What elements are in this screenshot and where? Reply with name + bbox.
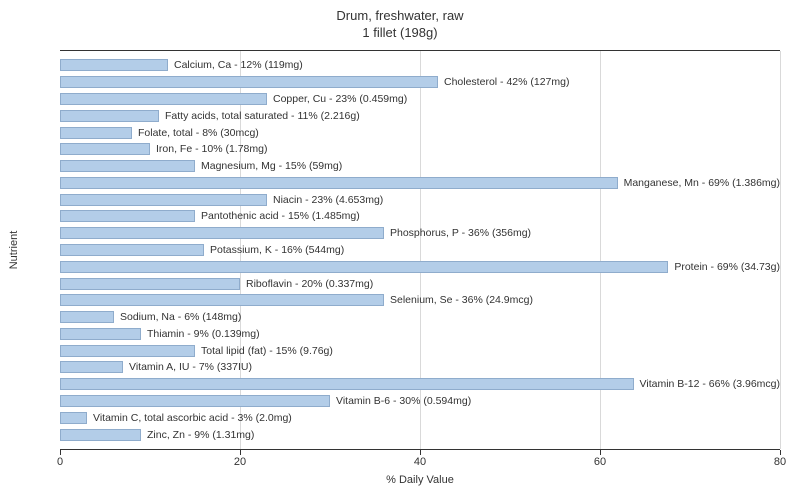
bar [60, 143, 150, 155]
x-tick-label: 40 [414, 456, 426, 468]
gridline [780, 51, 781, 449]
bar-label: Folate, total - 8% (30mcg) [138, 127, 259, 139]
bar-row: Vitamin C, total ascorbic acid - 3% (2.0… [60, 411, 780, 425]
bar-row: Cholesterol - 42% (127mg) [60, 75, 780, 89]
bar-row: Copper, Cu - 23% (0.459mg) [60, 92, 780, 106]
bar [60, 244, 204, 256]
bar-row: Potassium, K - 16% (544mg) [60, 243, 780, 257]
bar-label: Vitamin B-6 - 30% (0.594mg) [336, 395, 471, 407]
x-tick-label: 20 [234, 456, 246, 468]
bar-row: Zinc, Zn - 9% (1.31mg) [60, 428, 780, 442]
bar [60, 210, 195, 222]
x-tick-mark [240, 450, 241, 455]
bar-label: Selenium, Se - 36% (24.9mcg) [390, 294, 533, 306]
bar-row: Magnesium, Mg - 15% (59mg) [60, 159, 780, 173]
bar [60, 59, 168, 71]
bar [60, 110, 159, 122]
bar [60, 127, 132, 139]
x-tick-label: 80 [774, 456, 786, 468]
plot-area: Calcium, Ca - 12% (119mg) Cholesterol - 4… [60, 50, 780, 450]
bar [60, 412, 87, 424]
bar [60, 261, 668, 273]
bar-row: Vitamin B-12 - 66% (3.96mcg) [60, 377, 780, 391]
title-line-2: 1 fillet (198g) [362, 25, 437, 40]
bar-label: Pantothenic acid - 15% (1.485mg) [201, 210, 360, 222]
bar-label: Vitamin B-12 - 66% (3.96mcg) [640, 378, 780, 390]
bar-label: Vitamin C, total ascorbic acid - 3% (2.0… [93, 412, 292, 424]
bar-label: Sodium, Na - 6% (148mg) [120, 311, 241, 323]
nutrient-bar-chart: Drum, freshwater, raw 1 fillet (198g) Nu… [0, 0, 800, 500]
bar-row: Thiamin - 9% (0.139mg) [60, 327, 780, 341]
bar-row: Sodium, Na - 6% (148mg) [60, 310, 780, 324]
bar [60, 93, 267, 105]
x-tick-mark [780, 450, 781, 455]
bar-row: Fatty acids, total saturated - 11% (2.21… [60, 109, 780, 123]
bar-label: Calcium, Ca - 12% (119mg) [174, 59, 303, 71]
bar-row: Iron, Fe - 10% (1.78mg) [60, 142, 780, 156]
bar [60, 328, 141, 340]
bar-label: Thiamin - 9% (0.139mg) [147, 328, 260, 340]
bar [60, 395, 330, 407]
x-tick-mark [60, 450, 61, 455]
bar [60, 76, 438, 88]
bar-row: Total lipid (fat) - 15% (9.76g) [60, 344, 780, 358]
bar-row: Protein - 69% (34.73g) [60, 260, 780, 274]
bar [60, 311, 114, 323]
bar-label: Riboflavin - 20% (0.337mg) [246, 278, 373, 290]
bar-label: Iron, Fe - 10% (1.78mg) [156, 143, 267, 155]
bar-label: Total lipid (fat) - 15% (9.76g) [201, 345, 333, 357]
bar-row: Vitamin B-6 - 30% (0.594mg) [60, 394, 780, 408]
x-tick-mark [420, 450, 421, 455]
bar-row: Vitamin A, IU - 7% (337IU) [60, 360, 780, 374]
bar-label: Fatty acids, total saturated - 11% (2.21… [165, 110, 360, 122]
bar [60, 361, 123, 373]
bar-label: Manganese, Mn - 69% (1.386mg) [624, 177, 780, 189]
bar-label: Zinc, Zn - 9% (1.31mg) [147, 429, 254, 441]
bar [60, 294, 384, 306]
bar [60, 378, 634, 390]
bar-label: Potassium, K - 16% (544mg) [210, 244, 344, 256]
x-axis-title: % Daily Value [60, 474, 780, 486]
x-tick-label: 60 [594, 456, 606, 468]
title-line-1: Drum, freshwater, raw [336, 8, 463, 23]
bar-row: Selenium, Se - 36% (24.9mcg) [60, 293, 780, 307]
bar-row: Phosphorus, P - 36% (356mg) [60, 226, 780, 240]
bar-row: Folate, total - 8% (30mcg) [60, 126, 780, 140]
bar-label: Phosphorus, P - 36% (356mg) [390, 227, 531, 239]
x-tick-label: 0 [57, 456, 63, 468]
chart-title: Drum, freshwater, raw 1 fillet (198g) [0, 0, 800, 42]
bar-label: Niacin - 23% (4.653mg) [273, 194, 383, 206]
bar [60, 278, 240, 290]
bar-row: Calcium, Ca - 12% (119mg) [60, 58, 780, 72]
bar-label: Cholesterol - 42% (127mg) [444, 76, 569, 88]
bar [60, 429, 141, 441]
bar-row: Pantothenic acid - 15% (1.485mg) [60, 209, 780, 223]
bar-label: Copper, Cu - 23% (0.459mg) [273, 93, 407, 105]
bar-label: Protein - 69% (34.73g) [674, 261, 780, 273]
bars-container: Calcium, Ca - 12% (119mg) Cholesterol - 4… [60, 51, 780, 449]
bar [60, 345, 195, 357]
bar-row: Manganese, Mn - 69% (1.386mg) [60, 176, 780, 190]
bar [60, 160, 195, 172]
y-axis-title: Nutrient [8, 231, 20, 270]
bar-label: Magnesium, Mg - 15% (59mg) [201, 160, 342, 172]
bar [60, 227, 384, 239]
x-tick-mark [600, 450, 601, 455]
bar-row: Niacin - 23% (4.653mg) [60, 193, 780, 207]
bar [60, 194, 267, 206]
bar-row: Riboflavin - 20% (0.337mg) [60, 277, 780, 291]
bar [60, 177, 618, 189]
bar-label: Vitamin A, IU - 7% (337IU) [129, 361, 252, 373]
